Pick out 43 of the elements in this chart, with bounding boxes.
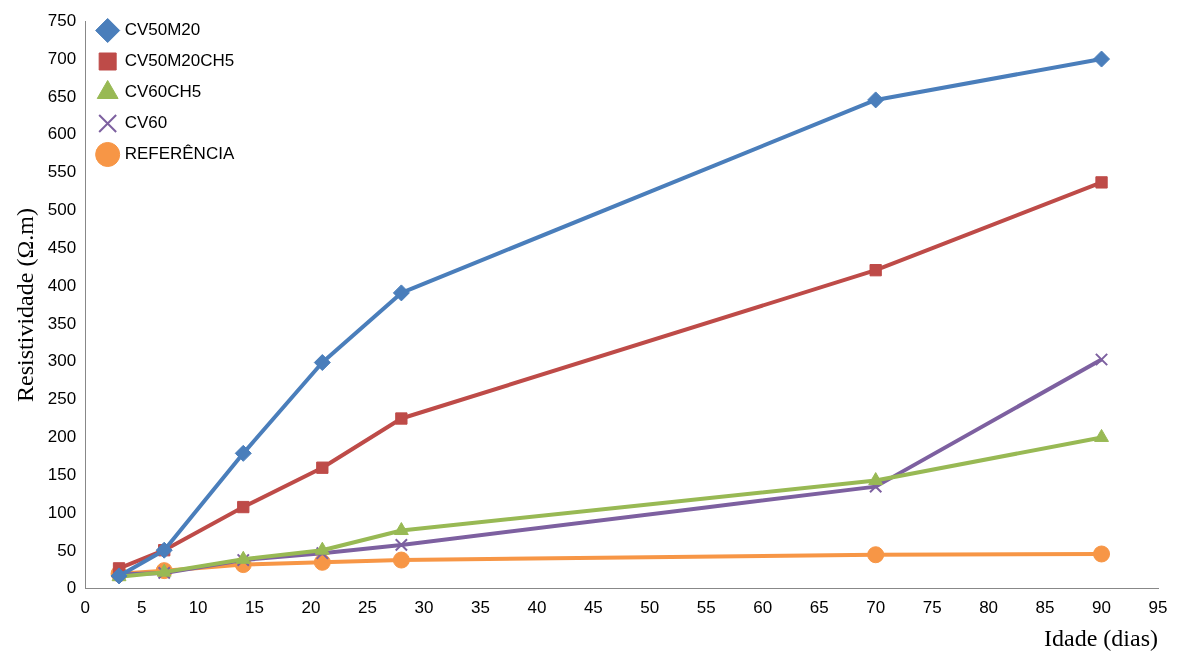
y-tick-label: 250 (47, 389, 77, 409)
x-tick-label: 70 (866, 597, 886, 617)
y-tick-label: 600 (47, 124, 77, 144)
x-tick-label: 0 (80, 597, 90, 617)
x-tick-label: 45 (583, 597, 603, 617)
x-tick-label: 15 (245, 597, 265, 617)
x-tick-label: 65 (809, 597, 829, 617)
y-tick-label: 150 (47, 464, 77, 484)
legend-label: CV50M20 (124, 20, 201, 40)
y-tick-label: 300 (47, 351, 77, 371)
y-tick-label: 50 (57, 540, 77, 560)
legend-label: CV60CH5 (124, 82, 202, 102)
x-tick-label: 80 (979, 597, 999, 617)
x-tick-label: 10 (188, 597, 208, 617)
x-tick-label: 50 (640, 597, 660, 617)
y-tick-label: 100 (47, 502, 77, 522)
x-tick-label: 60 (753, 597, 773, 617)
legend-label: REFERÊNCIA (124, 144, 235, 164)
y-tick-label: 750 (47, 10, 77, 30)
legend-label: CV50M20CH5 (124, 51, 235, 71)
y-tick-label: 350 (47, 313, 77, 333)
x-tick-label: 35 (470, 597, 490, 617)
legend-label: CV60 (124, 113, 168, 133)
x-tick-label: 5 (136, 597, 147, 617)
x-axis-title: Idade (dias) (1044, 624, 1158, 651)
x-tick-label: 95 (1148, 597, 1168, 617)
x-tick-label: 90 (1092, 597, 1111, 617)
x-tick-label: 25 (358, 597, 377, 617)
y-tick-label: 650 (47, 86, 77, 106)
x-tick-label: 40 (527, 597, 547, 617)
x-tick-label: 30 (414, 597, 434, 617)
y-tick-label: 200 (47, 427, 77, 447)
y-tick-label: 0 (66, 578, 77, 598)
y-tick-label: 400 (47, 275, 77, 295)
y-tick-label: 500 (47, 200, 77, 220)
x-tick-label: 20 (301, 597, 321, 617)
x-tick-label: 55 (696, 597, 716, 617)
x-tick-label: 75 (922, 597, 942, 617)
y-axis-title: Resistividade (Ω.m) (11, 208, 38, 402)
y-tick-label: 450 (47, 237, 77, 257)
x-tick-label: 85 (1035, 597, 1055, 617)
y-tick-label: 550 (47, 162, 77, 182)
y-tick-label: 700 (47, 48, 77, 68)
